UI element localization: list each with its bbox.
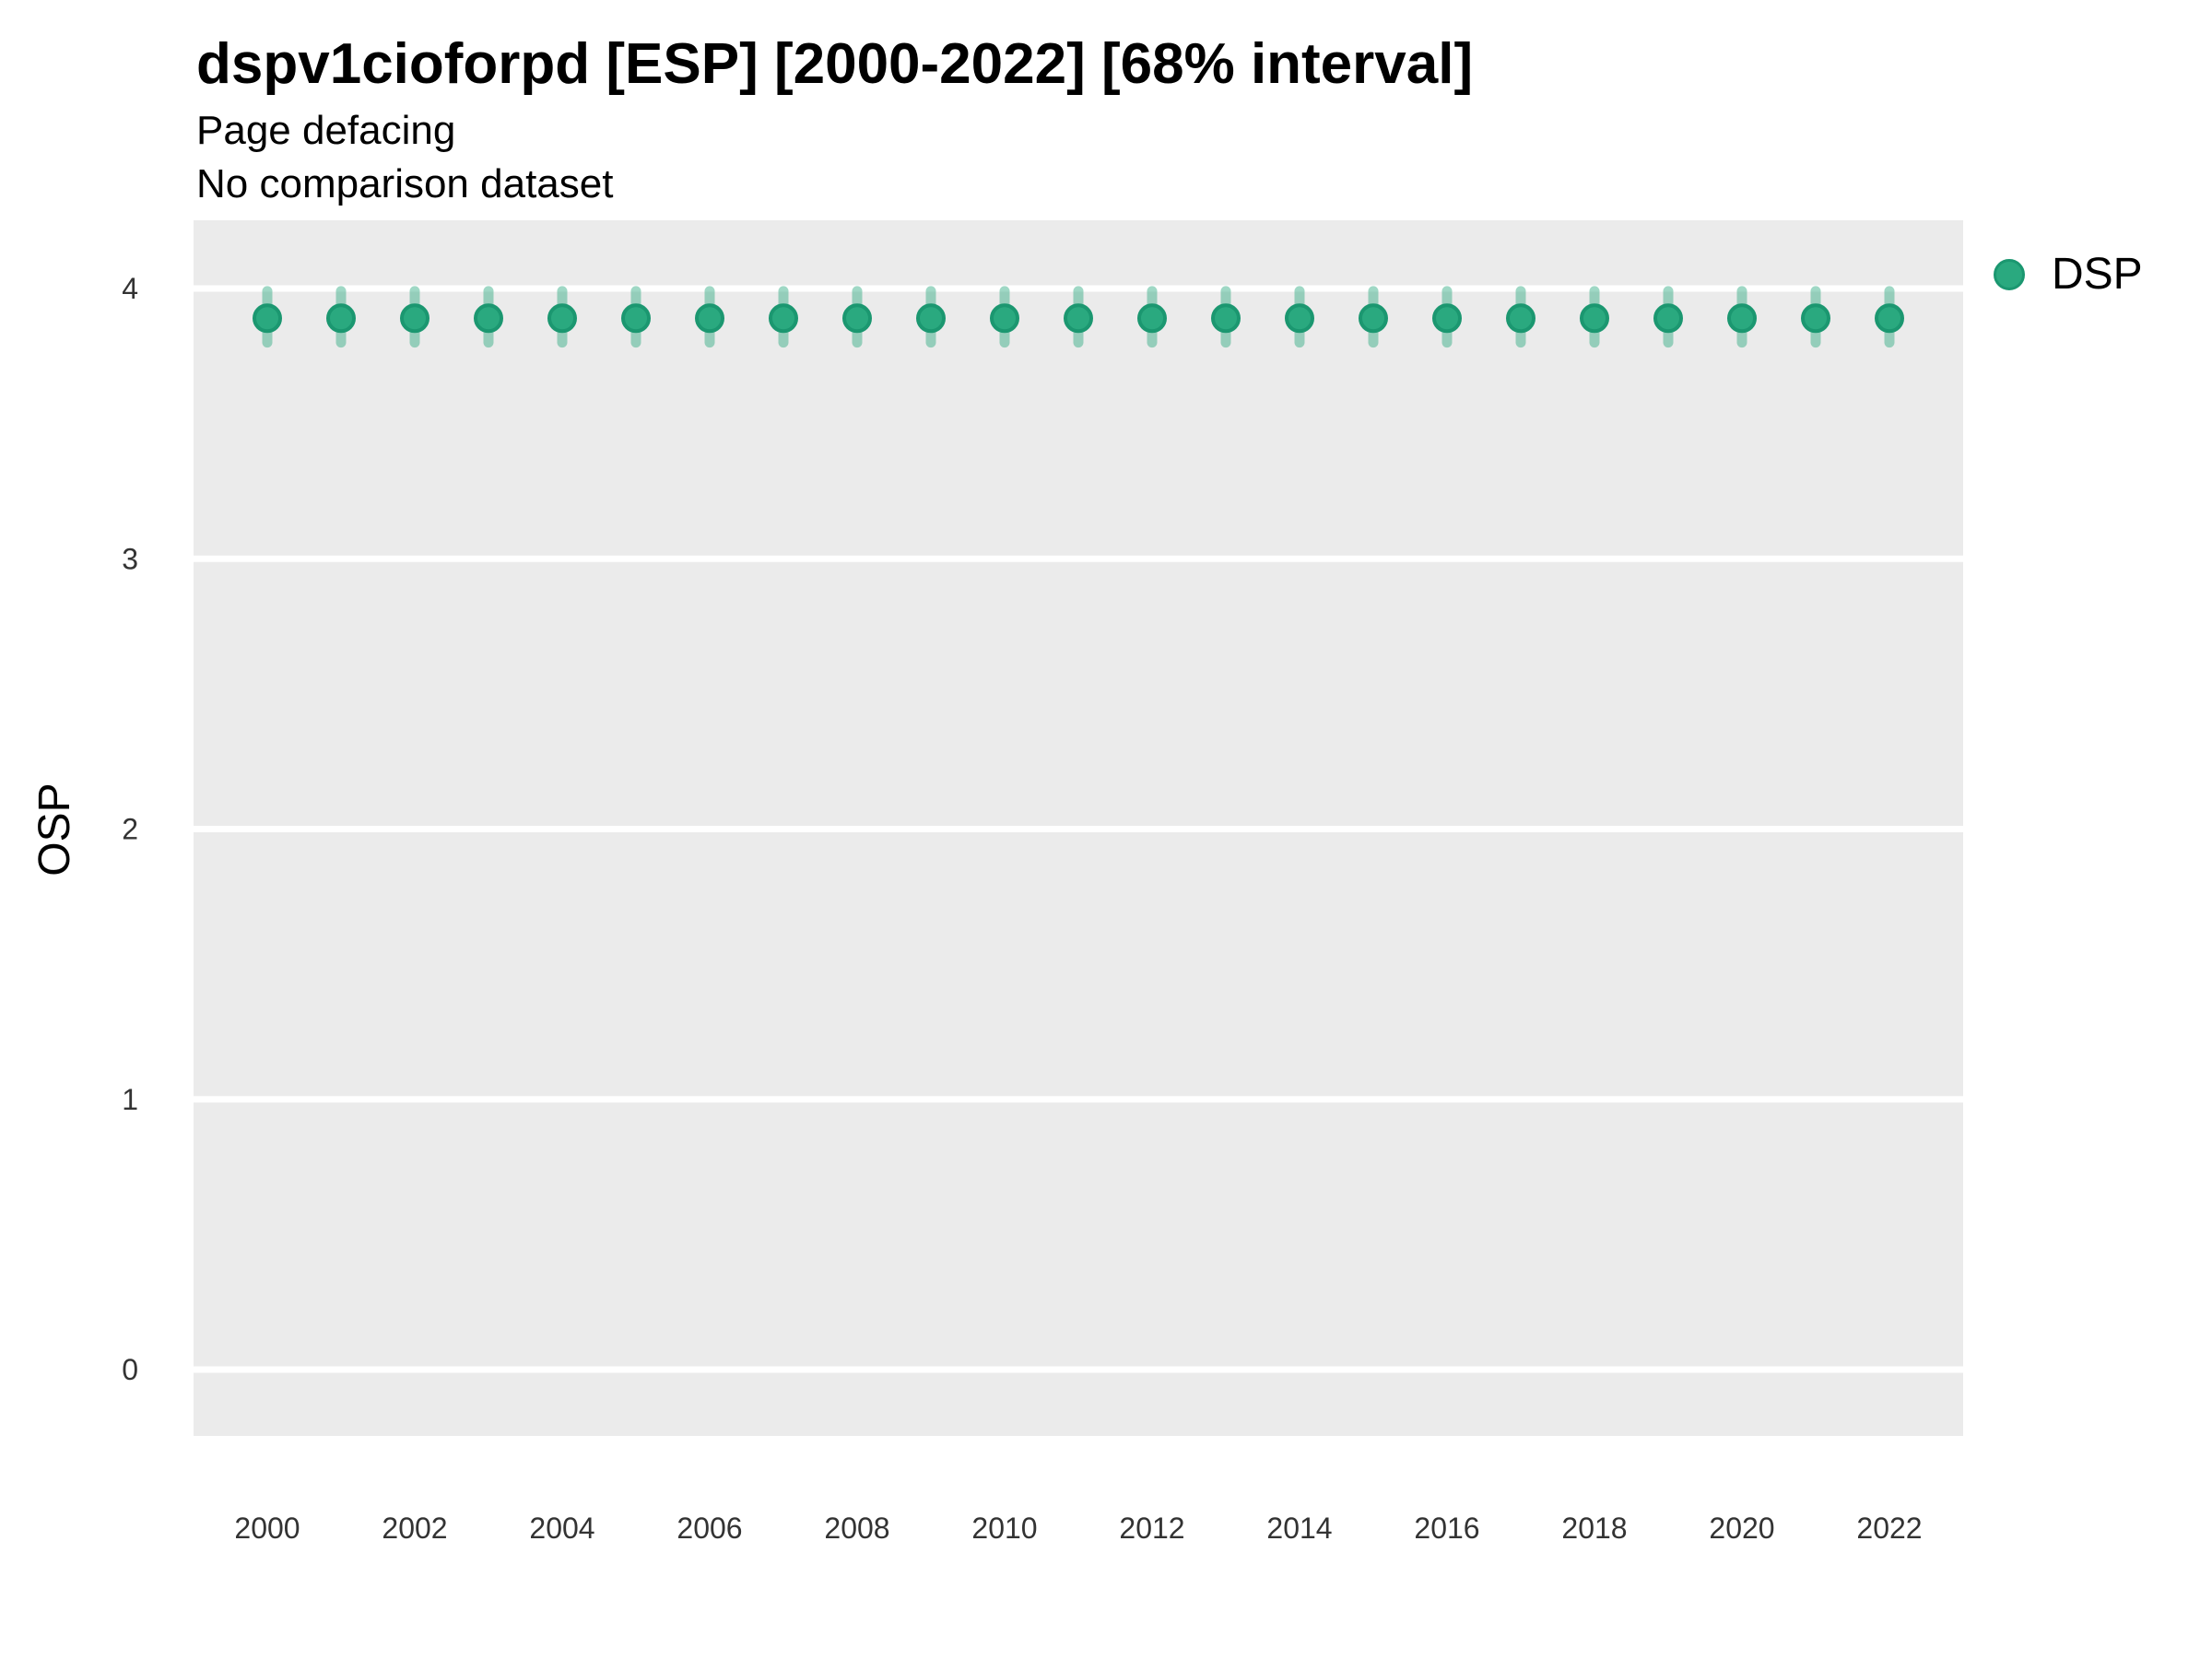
data-point-2003 xyxy=(474,303,503,334)
data-point-2017 xyxy=(1506,303,1535,334)
y-tick-label-4: 4 xyxy=(122,272,138,305)
data-point-2016 xyxy=(1432,303,1462,334)
data-point-2006 xyxy=(695,303,724,334)
data-point-2015 xyxy=(1359,303,1388,334)
data-point-2002 xyxy=(400,303,429,334)
data-point-2018 xyxy=(1580,303,1609,334)
x-tick-label-2000: 2000 xyxy=(234,1512,300,1545)
data-point-2000 xyxy=(253,303,282,334)
data-point-2005 xyxy=(621,303,651,334)
data-point-2020 xyxy=(1727,303,1757,334)
y-tick-label-0: 0 xyxy=(122,1353,138,1386)
data-point-2011 xyxy=(1064,303,1093,334)
x-tick-label-2012: 2012 xyxy=(1119,1512,1184,1545)
x-tick-label-2008: 2008 xyxy=(824,1512,889,1545)
x-tick-label-2018: 2018 xyxy=(1561,1512,1627,1545)
x-tick-label-2010: 2010 xyxy=(971,1512,1037,1545)
chart-subtitle: Page defacing xyxy=(196,108,456,153)
legend-dot xyxy=(1994,259,2025,290)
data-point-2007 xyxy=(769,303,798,334)
legend-item-label: DSP xyxy=(2052,250,2143,299)
x-tick-label-2020: 2020 xyxy=(1709,1512,1774,1545)
data-point-2004 xyxy=(547,303,577,334)
data-point-2013 xyxy=(1211,303,1241,334)
x-tick-label-2004: 2004 xyxy=(529,1512,594,1545)
data-point-2010 xyxy=(990,303,1019,334)
data-point-2022 xyxy=(1875,303,1904,334)
y-tick-label-3: 3 xyxy=(122,542,138,575)
y-tick-label-1: 1 xyxy=(122,1083,138,1116)
y-axis-title: OSP xyxy=(30,782,79,877)
data-point-2009 xyxy=(916,303,946,334)
chart-comparison-note: No comparison dataset xyxy=(196,161,614,206)
y-tick-label-2: 2 xyxy=(122,813,138,846)
data-point-2012 xyxy=(1137,303,1167,334)
data-point-2008 xyxy=(842,303,872,334)
data-point-2001 xyxy=(326,303,356,334)
data-point-2019 xyxy=(1653,303,1683,334)
x-tick-label-2016: 2016 xyxy=(1414,1512,1479,1545)
x-tick-label-2006: 2006 xyxy=(677,1512,742,1545)
data-point-2014 xyxy=(1285,303,1314,334)
chart-title: dspv1cioforpd [ESP] [2000-2022] [68% int… xyxy=(196,32,1474,96)
x-tick-label-2014: 2014 xyxy=(1266,1512,1332,1545)
x-tick-label-2002: 2002 xyxy=(382,1512,447,1545)
data-point-2021 xyxy=(1801,303,1830,334)
x-tick-label-2022: 2022 xyxy=(1856,1512,1922,1545)
